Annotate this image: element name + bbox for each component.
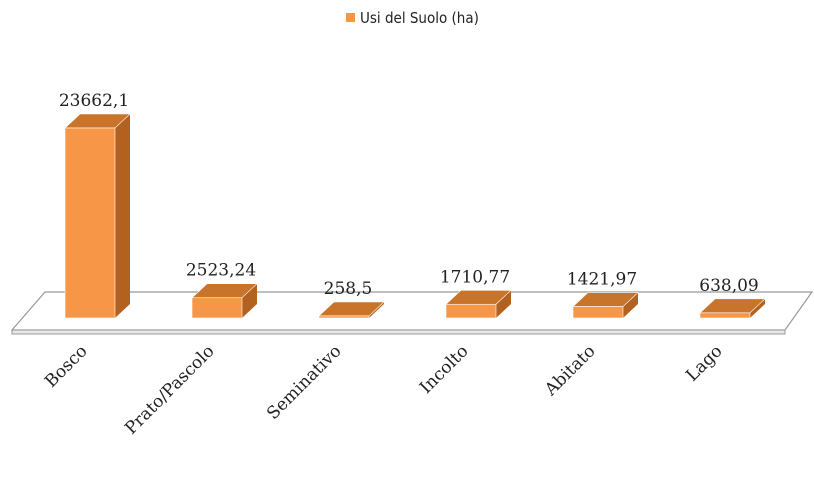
bar — [191, 297, 243, 319]
bar-side — [369, 301, 384, 318]
data-label: 2523,24 — [186, 261, 256, 281]
bar — [318, 315, 370, 319]
x-tick-label: Incolto — [416, 341, 473, 398]
bar — [572, 306, 624, 319]
x-tick-label: Lago — [682, 341, 726, 385]
bar — [445, 303, 497, 319]
data-label: 258,5 — [324, 279, 373, 299]
x-tick-label: Seminativo — [263, 341, 345, 423]
bar-side — [623, 292, 638, 318]
bar-side — [496, 290, 511, 318]
bar — [699, 312, 751, 319]
data-label: 638,09 — [699, 276, 758, 296]
legend-label: Usi del Suolo (ha) — [360, 9, 479, 27]
x-tick-label: Prato/Pascolo — [121, 341, 218, 438]
x-tick-label: Abitato — [540, 341, 599, 400]
bar-side — [242, 283, 257, 318]
legend-swatch — [346, 13, 355, 22]
floor-edge — [11, 329, 786, 335]
floor — [10, 291, 814, 331]
data-label: 1710,77 — [440, 267, 510, 287]
data-label: 1421,97 — [567, 270, 637, 290]
bar-side — [115, 114, 130, 318]
bar — [64, 127, 116, 319]
bar-side — [750, 298, 765, 318]
data-label: 23662,1 — [59, 91, 129, 111]
x-tick-label: Bosco — [41, 341, 91, 391]
